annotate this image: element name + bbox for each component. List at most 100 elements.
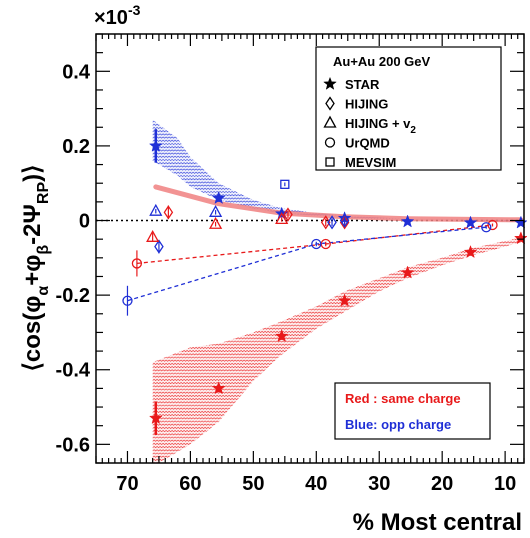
band-hatch [152, 263, 521, 266]
point-triangle-same-charge [275, 212, 289, 225]
band-hatch [152, 273, 521, 276]
legend: Au+Au 200 GeV STAR HIJING HIJING + v2UrQMD… [315, 46, 502, 171]
point-triangle-same-charge [208, 216, 223, 229]
y-tick-label: -0.2 [56, 285, 90, 307]
band-hatch [153, 232, 522, 233]
point-triangle-opp-charge [208, 204, 223, 217]
point-star-same-charge [337, 293, 352, 307]
band-hatch [152, 337, 521, 340]
band-hatch [152, 260, 521, 263]
band-hatch [152, 210, 521, 213]
point-star-same-charge [148, 410, 163, 425]
legend-header: Au+Au 200 GeV [333, 54, 431, 69]
point-star-opp-charge [148, 138, 163, 152]
band-hatch [152, 276, 521, 279]
y-multiplier: ×10-3 [94, 2, 141, 29]
point-square-opp-charge [280, 179, 290, 189]
point-star-same-charge [211, 381, 226, 395]
x-tick-label: 50 [242, 473, 264, 495]
point-star-same-charge [400, 265, 415, 279]
band-hatch [152, 244, 521, 247]
y-tick-label: 0.4 [62, 61, 91, 83]
point-diamond-same-charge [339, 215, 350, 230]
point-star-opp-charge [400, 214, 415, 228]
band-hatch [152, 321, 521, 324]
x-tick-label: 10 [494, 473, 516, 495]
y-tick-label: -0.6 [56, 434, 90, 456]
legend-marker-star [323, 76, 337, 90]
x-tick-label: 40 [305, 473, 327, 495]
point-diamond-same-charge [163, 205, 174, 220]
legend-box [315, 46, 502, 171]
legend-marker-square [325, 157, 335, 167]
band-hatch [152, 340, 521, 343]
point-diamond-opp-charge [154, 239, 164, 254]
band-hatch [152, 289, 521, 292]
point-circle-same-charge [131, 258, 143, 269]
point-star-same-charge [514, 231, 528, 245]
charge-key: Red : same charge Blue: opp charge [334, 382, 491, 440]
band-hatch [152, 449, 521, 452]
band-hatch [152, 452, 521, 455]
point-circle-opp-charge [481, 222, 492, 233]
charge-key-box [334, 382, 491, 440]
band-hatch [152, 292, 521, 295]
band-hatch [152, 282, 521, 285]
point-circle-opp-charge [311, 238, 322, 250]
band-hatch [152, 286, 521, 289]
legend-label: UrQMD [345, 136, 390, 151]
legend-label: MEVSIM [345, 155, 396, 170]
band-hatch [152, 279, 521, 282]
band-hatch [152, 194, 521, 197]
point-circle-same-charge [487, 219, 498, 231]
band-hatch [152, 203, 521, 206]
band-hatch [152, 257, 521, 260]
x-axis-label: % Most central [353, 509, 522, 536]
band-hatch [152, 439, 521, 442]
fit-line-same-charge [136, 224, 493, 265]
point-diamond-same-charge [320, 215, 331, 230]
point-triangle-opp-charge [149, 203, 163, 216]
band-hatch [152, 442, 521, 445]
band-hatch [152, 458, 521, 461]
band-hatch [152, 238, 521, 241]
band-fill [152, 119, 521, 222]
band-hatch [152, 324, 521, 327]
band-hatch [153, 469, 522, 470]
point-star-same-charge [274, 328, 289, 342]
band-hatch [152, 270, 521, 273]
band-hatch [152, 446, 521, 449]
y-tick-label: 0.2 [62, 136, 90, 158]
band-hatch [152, 247, 521, 250]
legend-label: STAR [345, 77, 380, 92]
x-tick-label: 30 [368, 473, 390, 495]
point-circle-opp-charge [122, 295, 133, 306]
legend-label: HIJING + v2 [345, 116, 416, 136]
band-hatch [153, 235, 522, 236]
legend-label: HIJING [345, 97, 388, 112]
x-tick-label: 60 [179, 473, 201, 495]
point-diamond-opp-charge [327, 215, 337, 230]
band-hatch [152, 334, 521, 337]
legend-marker-diamond [325, 96, 335, 111]
legend-marker-triangle [323, 115, 337, 128]
band-hatch [153, 466, 522, 467]
y-axis-label: ⟨cos(φα+φβ-2ΨRP)⟩ [19, 164, 52, 371]
band-hatch [153, 223, 522, 224]
point-triangle-same-charge [146, 229, 160, 242]
y-tick-label: 0 [79, 211, 90, 233]
point-star-opp-charge [211, 190, 226, 204]
blue-key-label: Blue: opp charge [345, 417, 451, 432]
point-diamond-opp-charge [339, 213, 350, 228]
x-tick-label: 70 [116, 473, 138, 495]
band-hatch [152, 330, 521, 333]
band-hatch [152, 171, 521, 174]
x-tick-label: 20 [431, 473, 453, 495]
band-hatch [152, 266, 521, 269]
point-diamond-same-charge [283, 207, 293, 222]
band-hatch [152, 206, 521, 210]
y-tick-label: -0.4 [56, 360, 91, 382]
point-star-same-charge [463, 244, 478, 259]
red-key-label: Red : same charge [345, 391, 461, 406]
